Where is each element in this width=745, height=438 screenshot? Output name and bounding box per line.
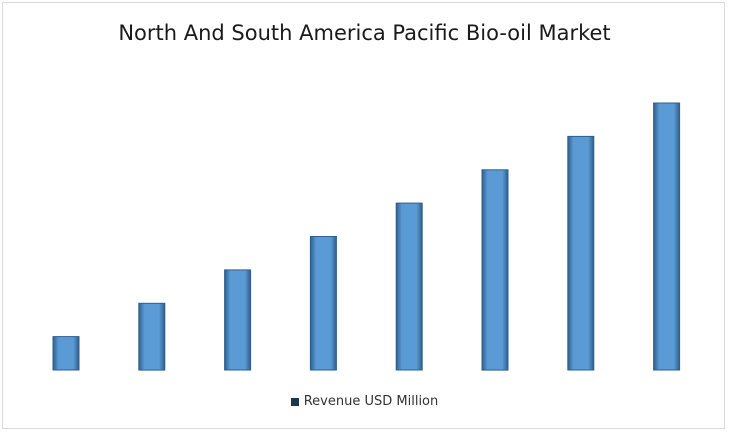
- bar-1: [52, 336, 80, 371]
- bar-6: [481, 169, 509, 371]
- legend-swatch: [290, 397, 299, 406]
- chart-legend: Revenue USD Million: [3, 394, 726, 409]
- bar-3: [224, 269, 252, 371]
- chart-frame: North And South America Pacific Bio-oil …: [2, 2, 725, 429]
- bar-7: [567, 135, 595, 371]
- bar-2: [138, 302, 166, 371]
- bar-8: [653, 102, 681, 371]
- bar-4: [309, 236, 337, 371]
- chart-title: North And South America Pacific Bio-oil …: [118, 21, 611, 45]
- legend-label: Revenue USD Million: [303, 394, 439, 409]
- bar-plot: [52, 102, 681, 371]
- bar-5: [395, 202, 423, 371]
